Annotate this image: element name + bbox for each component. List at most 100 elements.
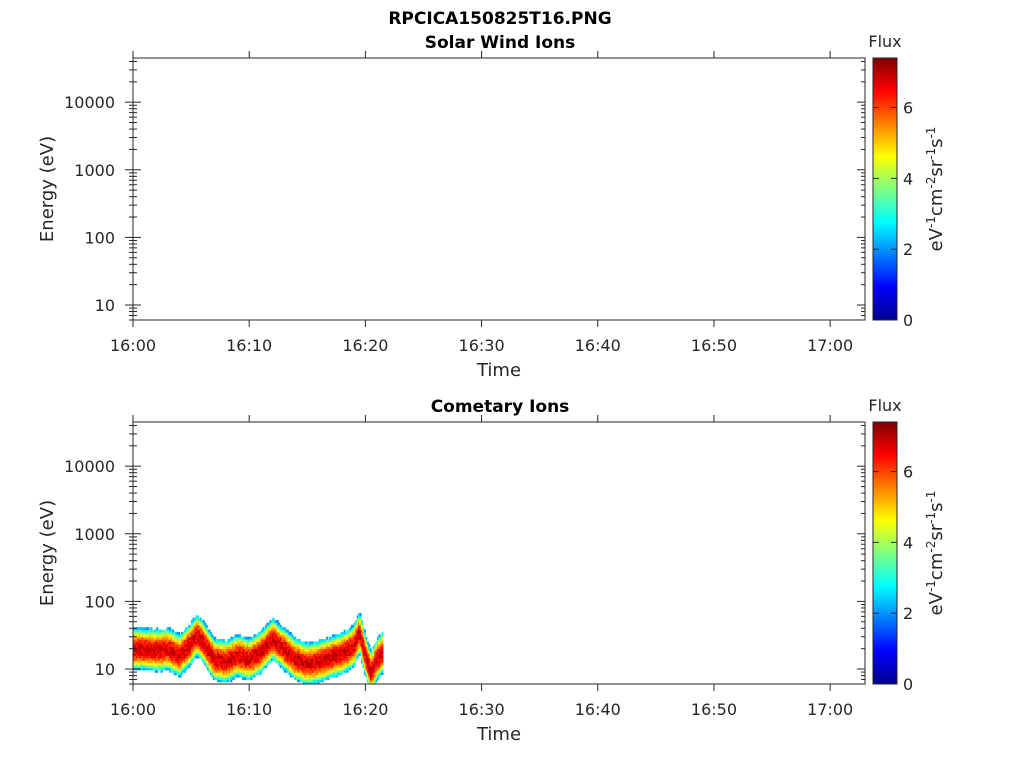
spectrogram-cell — [249, 639, 252, 642]
spectrogram-cell — [180, 653, 183, 657]
spectrogram-cell — [170, 653, 173, 657]
spectrogram-cell — [327, 646, 330, 650]
spectrogram-cell — [239, 648, 242, 652]
spectrogram-cell — [226, 643, 229, 647]
spectrogram-cell — [307, 653, 310, 657]
spectrogram-cell — [228, 672, 231, 676]
spectrogram-cell — [207, 646, 210, 650]
spectrogram-cell — [186, 634, 189, 638]
spectrogram-cell — [363, 650, 366, 654]
spectrogram-cell — [172, 650, 175, 654]
spectrogram-cell — [359, 617, 362, 621]
spectrogram-cell — [176, 660, 179, 664]
spectrogram-cell — [146, 665, 149, 669]
spectrogram-cell — [179, 658, 182, 661]
spectrogram-cell — [371, 676, 374, 680]
spectrogram-cell — [149, 655, 152, 659]
spectrogram-cell — [301, 646, 304, 650]
spectrogram-cell — [323, 646, 326, 650]
spectrogram-cell — [345, 646, 348, 650]
spectrogram-cell — [175, 631, 178, 635]
spectrogram-cell — [332, 665, 335, 669]
spectrogram-cell — [263, 655, 266, 659]
spectrogram-cell — [205, 660, 208, 664]
spectrogram-cell — [342, 650, 345, 654]
spectrogram-cell — [186, 643, 189, 647]
spectrogram-cell — [202, 636, 205, 640]
spectrogram-cell — [273, 653, 276, 657]
spectrogram-cell — [162, 655, 165, 659]
spectrogram-cell — [243, 643, 246, 647]
spectrogram-cell — [358, 634, 361, 638]
spectrogram-cell — [355, 658, 358, 661]
spectrogram-cell — [356, 650, 359, 654]
spectrogram-cell — [195, 636, 198, 640]
spectrogram-cell — [140, 636, 143, 640]
spectrogram-cell — [288, 643, 291, 647]
spectrogram-cell — [326, 646, 329, 650]
spectrogram-cell — [151, 660, 154, 664]
spectrogram-cell — [346, 646, 349, 650]
spectrogram-cell — [262, 629, 265, 633]
spectrogram-cell — [165, 631, 168, 635]
spectrogram-cell — [285, 646, 288, 650]
spectrogram-cell — [234, 639, 237, 642]
spectrogram-cell — [298, 679, 301, 683]
spectrogram-cell — [361, 639, 364, 642]
spectrogram-cell — [186, 646, 189, 650]
spectrogram-cell — [156, 650, 159, 654]
spectrogram-cell — [167, 648, 170, 652]
spectrogram-cell — [302, 658, 305, 661]
spectrogram-cell — [301, 672, 304, 676]
spectrogram-cell — [329, 672, 332, 676]
spectrogram-cell — [352, 636, 355, 640]
spectrogram-cell — [253, 658, 256, 661]
spectrogram-cell — [256, 665, 259, 669]
spectrogram-cell — [291, 658, 294, 661]
spectrogram-cell — [233, 662, 236, 666]
spectrogram-cell — [170, 641, 173, 645]
spectrogram-cell — [151, 631, 154, 635]
spectrogram-cell — [311, 679, 314, 683]
spectrogram-cell — [228, 665, 231, 669]
spectrogram-cell — [284, 629, 287, 633]
spectrogram-cell — [356, 646, 359, 650]
spectrogram-cell — [195, 650, 198, 654]
spectrogram-cell — [339, 639, 342, 642]
spectrogram-cell — [298, 646, 301, 650]
spectrogram-cell — [157, 650, 160, 654]
spectrogram-cell — [249, 655, 252, 659]
spectrogram-cell — [349, 662, 352, 666]
spectrogram-cell — [263, 646, 266, 650]
spectrogram-cell — [311, 674, 314, 678]
spectrogram-cell — [268, 648, 271, 652]
spectrogram-cell — [199, 646, 202, 650]
spectrogram-cell — [262, 648, 265, 652]
spectrogram-cell — [298, 641, 301, 645]
spectrogram-cell — [226, 653, 229, 657]
spectrogram-cell — [371, 681, 374, 684]
panel-title: Solar Wind Ions — [425, 33, 576, 53]
spectrogram-cell — [330, 669, 333, 673]
spectrogram-cell — [334, 643, 337, 647]
spectrogram-cell — [205, 653, 208, 657]
spectrogram-cell — [269, 639, 272, 642]
spectrogram-cell — [239, 643, 242, 647]
spectrogram-cell — [366, 665, 369, 669]
spectrogram-cell — [210, 646, 213, 650]
spectrogram-cell — [377, 672, 380, 676]
spectrogram-cell — [310, 669, 313, 673]
spectrogram-cell — [297, 660, 300, 664]
spectrogram-cell — [273, 648, 276, 652]
spectrogram-cell — [160, 669, 163, 673]
spectrogram-cell — [313, 641, 316, 645]
spectrogram-cell — [169, 631, 172, 635]
spectrogram-cell — [196, 653, 199, 657]
spectrogram-cell — [327, 674, 330, 678]
spectrogram-cell — [163, 639, 166, 642]
spectrogram-cell — [282, 655, 285, 659]
spectrogram-cell — [257, 662, 260, 666]
spectrogram-cell — [333, 672, 336, 676]
spectrogram-cell — [327, 669, 330, 673]
